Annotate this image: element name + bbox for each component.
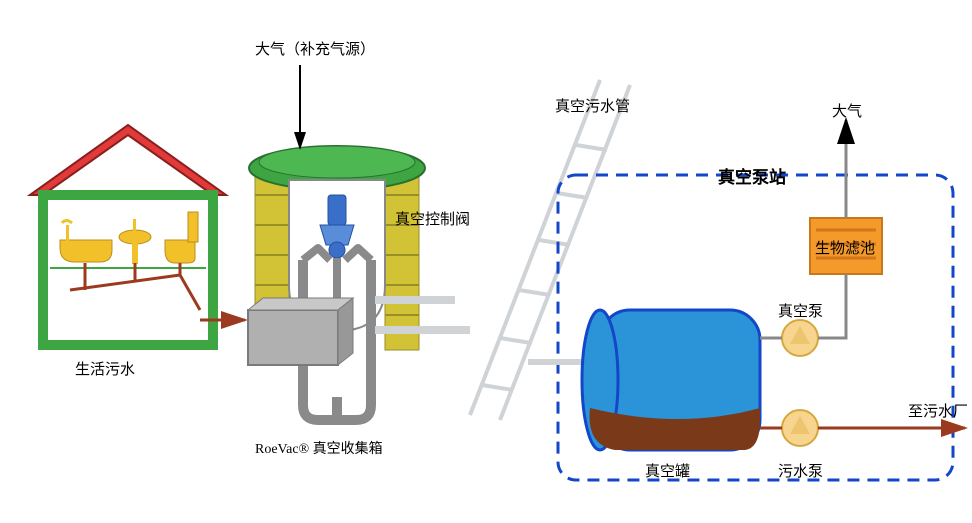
label-biofilter: 生物滤池	[815, 237, 875, 258]
house	[30, 125, 226, 345]
label-vacuum-pipe: 真空污水管	[555, 95, 630, 116]
sewage-pump-icon	[782, 410, 818, 446]
label-station-title: 真空泵站	[718, 163, 786, 188]
label-atm-out: 大气	[832, 100, 862, 121]
label-collection-box: RoeVac® 真空收集箱	[255, 438, 383, 458]
label-vacuum-pump: 真空泵	[778, 300, 823, 321]
label-to-plant: 至污水厂	[908, 400, 968, 421]
label-atm-supply: 大气（补充气源）	[255, 38, 375, 59]
collection-chamber	[248, 146, 470, 420]
label-valve: 真空控制阀	[395, 208, 470, 229]
vacuum-tank	[582, 310, 760, 450]
label-sewage: 生活污水	[75, 358, 135, 379]
diagram-canvas	[0, 0, 972, 523]
label-sewage-pump: 污水泵	[778, 460, 823, 481]
vacuum-pump-icon	[782, 320, 818, 356]
label-tank: 真空罐	[645, 460, 690, 481]
